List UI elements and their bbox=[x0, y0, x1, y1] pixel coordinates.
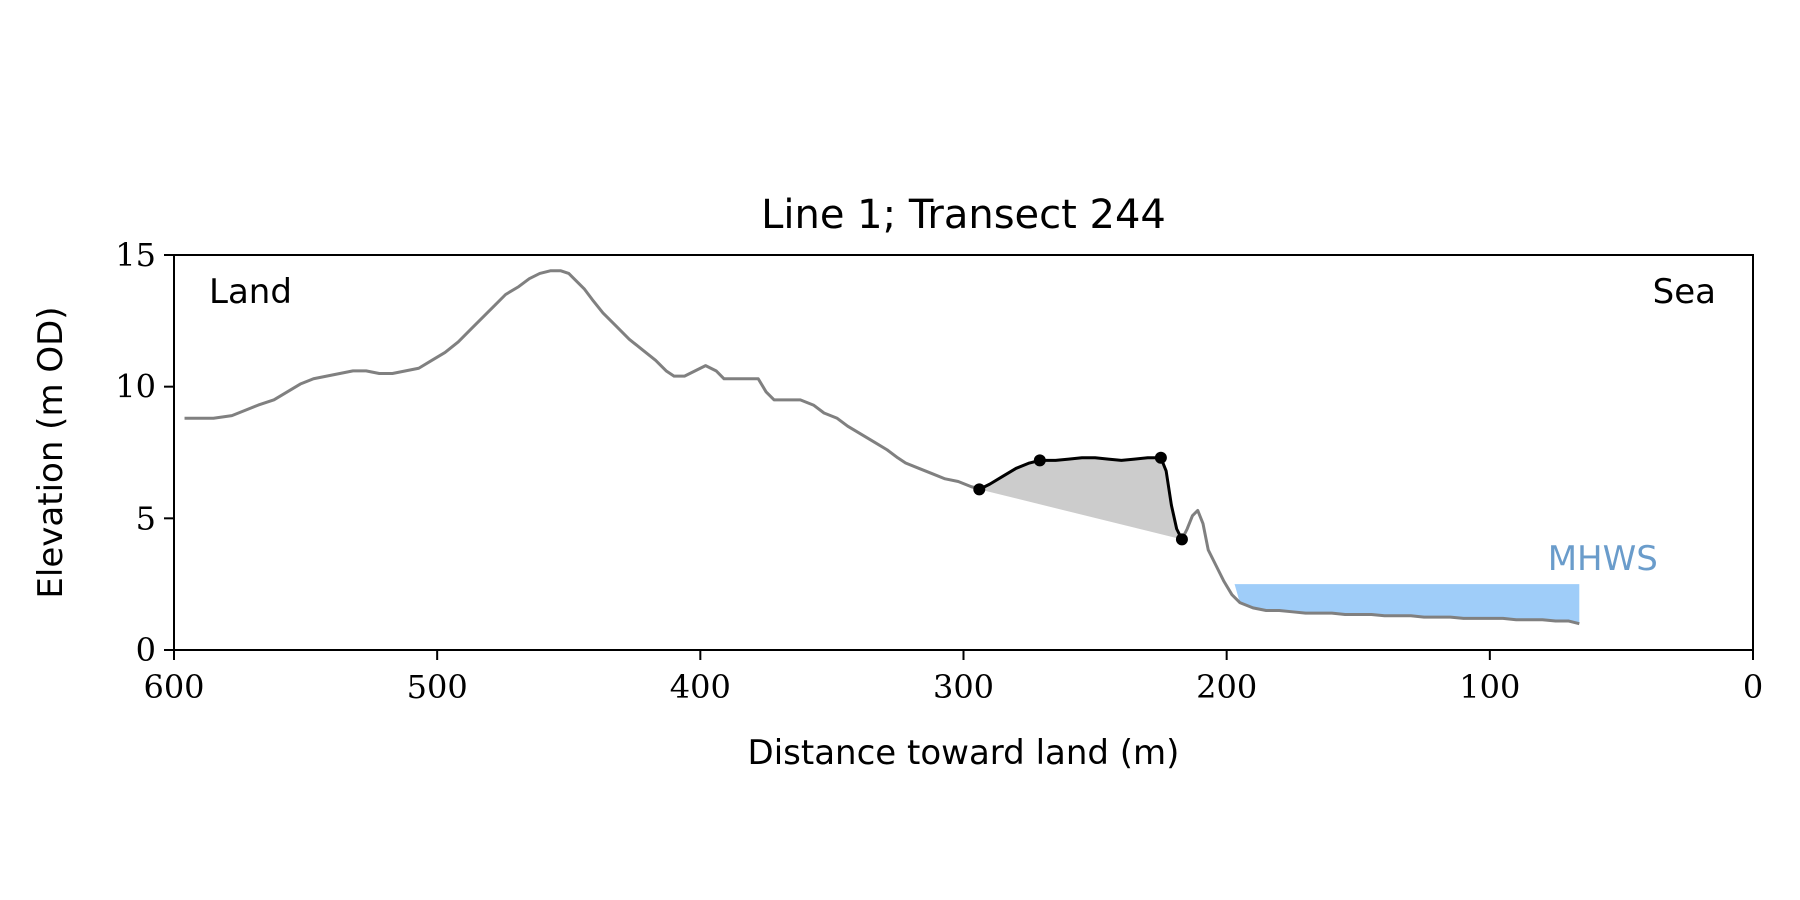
x-axis-ticks: 600 500 400 300 200 100 0 bbox=[143, 650, 1763, 706]
y-tick-label: 15 bbox=[115, 236, 156, 274]
y-axis-ticks: 0 5 10 15 bbox=[115, 236, 174, 669]
profile-line-2 bbox=[1180, 508, 1580, 626]
land-annotation: Land bbox=[209, 272, 292, 312]
x-axis-label: Distance toward land (m) bbox=[748, 733, 1180, 773]
feature-fill bbox=[979, 457, 1182, 540]
feature-marker bbox=[1154, 451, 1167, 464]
y-tick-label: 10 bbox=[115, 368, 156, 406]
feature-marker bbox=[1033, 454, 1046, 467]
y-tick-label: 0 bbox=[136, 631, 156, 669]
plot-area bbox=[184, 269, 1580, 626]
x-tick-label: 0 bbox=[1743, 668, 1763, 706]
feature-layer bbox=[978, 456, 1184, 541]
marker-layer bbox=[973, 451, 1188, 546]
y-tick-label: 5 bbox=[136, 499, 156, 537]
y-axis-label: Elevation (m OD) bbox=[31, 306, 71, 598]
x-tick-label: 300 bbox=[933, 668, 994, 706]
x-tick-label: 600 bbox=[143, 668, 204, 706]
x-tick-label: 100 bbox=[1459, 668, 1520, 706]
mhws-label: MHWS bbox=[1548, 539, 1658, 579]
fill-layer bbox=[979, 457, 1182, 540]
feature-marker bbox=[1175, 533, 1188, 546]
sea-annotation: Sea bbox=[1653, 272, 1716, 312]
profile-line-1 bbox=[184, 269, 983, 491]
x-tick-label: 500 bbox=[407, 668, 468, 706]
feature-line bbox=[978, 456, 1184, 541]
mhws-band bbox=[1234, 584, 1580, 624]
chart-title: Line 1; Transect 244 bbox=[761, 192, 1166, 238]
x-tick-label: 200 bbox=[1196, 668, 1257, 706]
profile-layer bbox=[184, 269, 1580, 626]
x-tick-label: 400 bbox=[670, 668, 731, 706]
feature-marker bbox=[973, 483, 986, 496]
mhws-layer bbox=[1234, 584, 1580, 624]
